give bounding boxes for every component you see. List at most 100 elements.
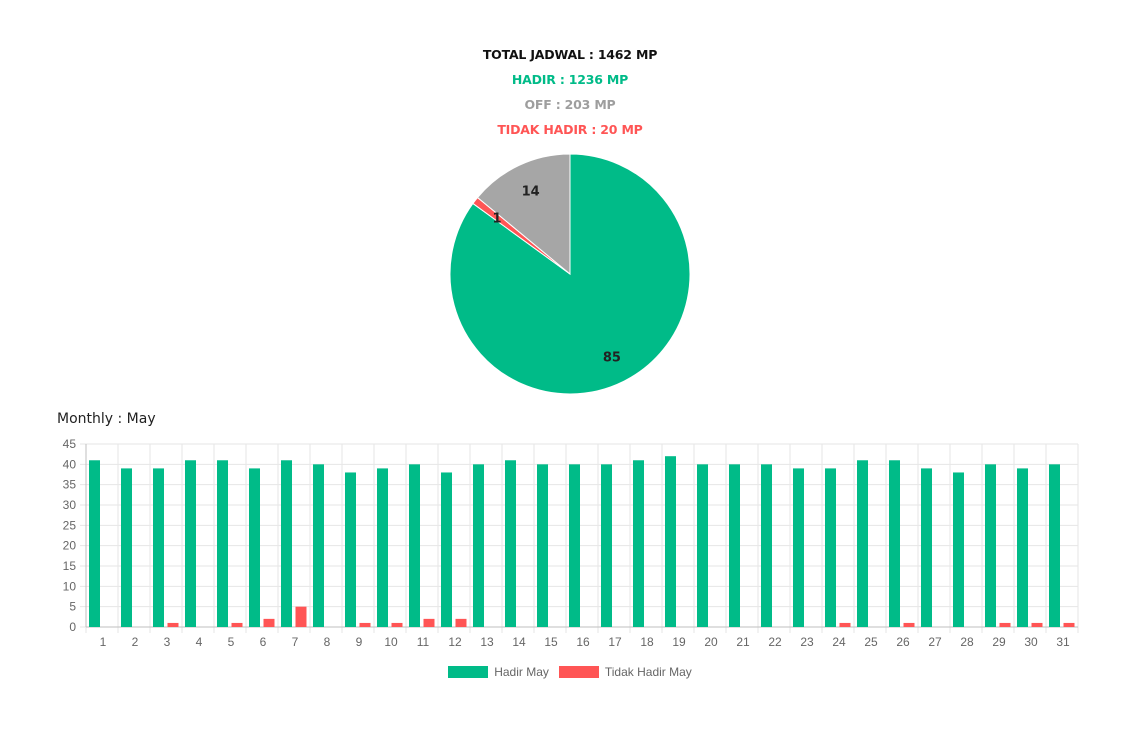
bar-tidak-hadir[interactable] — [423, 618, 435, 627]
bar-tidak-hadir[interactable] — [903, 622, 915, 627]
y-tick-label: 5 — [69, 600, 76, 614]
bar-hadir[interactable] — [761, 464, 772, 627]
y-tick-label: 40 — [63, 457, 77, 471]
x-tick-label: 11 — [417, 635, 430, 649]
monthly-title: Monthly : May — [57, 411, 156, 427]
y-tick-label: 10 — [63, 579, 77, 593]
y-tick-label: 25 — [63, 518, 77, 532]
chart-legend: Hadir May Tidak Hadir May — [0, 665, 1140, 679]
bar-hadir[interactable] — [185, 460, 196, 627]
x-tick-label: 17 — [608, 635, 622, 649]
x-tick-label: 9 — [356, 635, 363, 649]
x-tick-label: 4 — [196, 635, 203, 649]
bar-hadir[interactable] — [697, 464, 708, 627]
x-tick-label: 27 — [928, 635, 942, 649]
bar-hadir[interactable] — [345, 472, 356, 627]
x-tick-label: 5 — [228, 635, 235, 649]
bar-hadir[interactable] — [313, 464, 324, 627]
x-tick-label: 18 — [640, 635, 654, 649]
bar-tidak-hadir[interactable] — [231, 622, 243, 627]
y-tick-label: 35 — [63, 478, 77, 492]
x-tick-label: 13 — [480, 635, 494, 649]
x-tick-label: 8 — [324, 635, 331, 649]
bar-hadir[interactable] — [121, 468, 132, 627]
bar-hadir[interactable] — [985, 464, 996, 627]
x-tick-label: 26 — [896, 635, 910, 649]
y-tick-label: 45 — [63, 437, 77, 451]
legend-swatch-tidak-hadir — [558, 666, 599, 678]
bar-hadir[interactable] — [473, 464, 484, 627]
legend-item-tidak-hadir[interactable]: Tidak Hadir May — [558, 665, 692, 679]
x-tick-label: 14 — [512, 635, 526, 649]
bar-tidak-hadir[interactable] — [295, 606, 307, 627]
x-tick-label: 24 — [832, 635, 846, 649]
bar-hadir[interactable] — [281, 460, 292, 627]
legend-item-hadir[interactable]: Hadir May — [448, 665, 549, 679]
bar-hadir[interactable] — [537, 464, 548, 627]
y-tick-label: 15 — [63, 559, 77, 573]
hadir-text: HADIR : 1236 MP — [511, 72, 629, 87]
legend-label-hadir: Hadir May — [494, 665, 549, 679]
bar-hadir[interactable] — [377, 468, 388, 627]
x-tick-label: 30 — [1024, 635, 1038, 649]
tidak-hadir-text: TIDAK HADIR : 20 MP — [497, 122, 643, 137]
attendance-summary: TOTAL JADWAL : 1462 MP HADIR : 1236 MP O… — [0, 42, 1140, 142]
bar-hadir[interactable] — [569, 464, 580, 627]
pie-data-label: 85 — [603, 350, 621, 365]
bar-hadir[interactable] — [249, 468, 260, 627]
bar-hadir[interactable] — [665, 456, 676, 627]
x-tick-label: 22 — [768, 635, 782, 649]
bar-hadir[interactable] — [153, 468, 164, 627]
x-tick-label: 28 — [960, 635, 974, 649]
x-tick-label: 16 — [576, 635, 590, 649]
bar-hadir[interactable] — [441, 472, 452, 627]
y-tick-label: 20 — [63, 539, 77, 553]
bar-hadir[interactable] — [89, 460, 100, 627]
bar-tidak-hadir[interactable] — [1031, 622, 1043, 627]
x-tick-label: 29 — [992, 635, 1006, 649]
bar-hadir[interactable] — [921, 468, 932, 627]
pie-data-label: 14 — [522, 184, 540, 199]
bar-hadir[interactable] — [825, 468, 836, 627]
bar-hadir[interactable] — [1049, 464, 1060, 627]
total-jadwal-text: TOTAL JADWAL : 1462 MP — [482, 47, 658, 62]
bar-hadir[interactable] — [633, 460, 644, 627]
attendance-pie-chart: 85 1 14 — [449, 153, 691, 395]
x-tick-label: 15 — [544, 635, 558, 649]
x-tick-label: 19 — [672, 635, 686, 649]
x-tick-label: 7 — [292, 635, 299, 649]
legend-swatch-hadir — [448, 666, 489, 678]
bar-tidak-hadir[interactable] — [359, 622, 371, 627]
x-tick-label: 2 — [132, 635, 139, 649]
x-tick-label: 21 — [736, 635, 750, 649]
y-tick-label: 0 — [69, 620, 76, 634]
legend-label-tidak-hadir: Tidak Hadir May — [604, 665, 692, 679]
bar-tidak-hadir[interactable] — [263, 618, 275, 627]
bar-tidak-hadir[interactable] — [999, 622, 1011, 627]
x-tick-label: 12 — [448, 635, 462, 649]
bar-hadir[interactable] — [601, 464, 612, 627]
bar-hadir[interactable] — [793, 468, 804, 627]
bar-hadir[interactable] — [505, 460, 516, 627]
bar-hadir[interactable] — [1017, 468, 1028, 627]
pie-slice-off[interactable] — [476, 153, 571, 276]
x-tick-label: 6 — [260, 635, 267, 649]
x-tick-label: 25 — [864, 635, 878, 649]
y-tick-label: 30 — [63, 498, 77, 512]
bar-hadir[interactable] — [409, 464, 420, 627]
bar-hadir[interactable] — [889, 460, 900, 627]
x-tick-label: 3 — [164, 635, 171, 649]
bar-tidak-hadir[interactable] — [839, 622, 851, 627]
x-tick-label: 23 — [800, 635, 814, 649]
bar-tidak-hadir[interactable] — [167, 622, 179, 627]
bar-hadir[interactable] — [857, 460, 868, 627]
x-tick-label: 20 — [704, 635, 718, 649]
bar-tidak-hadir[interactable] — [391, 622, 403, 627]
x-tick-label: 1 — [100, 635, 107, 649]
bar-hadir[interactable] — [953, 472, 964, 627]
bar-hadir[interactable] — [729, 464, 740, 627]
bar-hadir[interactable] — [217, 460, 228, 627]
bar-tidak-hadir[interactable] — [455, 618, 467, 627]
bar-tidak-hadir[interactable] — [1063, 622, 1075, 627]
